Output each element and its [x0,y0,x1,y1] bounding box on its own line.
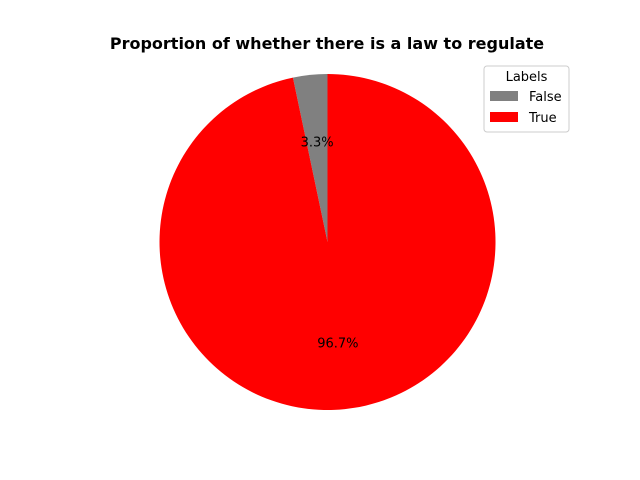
pie-slice-true [159,74,496,410]
legend-label-true: True [528,111,557,126]
pie-slices [159,74,496,410]
legend-label-false: False [529,90,562,105]
pie-slice-false [292,74,328,242]
pie-label-true: 96.7% [317,336,358,351]
chart-title: Proportion of whether there is a law to … [110,34,544,53]
pie-label-false: 3.3% [301,136,334,151]
pie-percentage-labels: 3.3% 96.7% [301,136,359,352]
legend-entries: False True [490,90,562,126]
legend-title: Labels [506,70,548,85]
legend-swatch-true [490,112,518,122]
legend: Labels False True [483,65,570,133]
legend-swatch-false [490,91,518,101]
